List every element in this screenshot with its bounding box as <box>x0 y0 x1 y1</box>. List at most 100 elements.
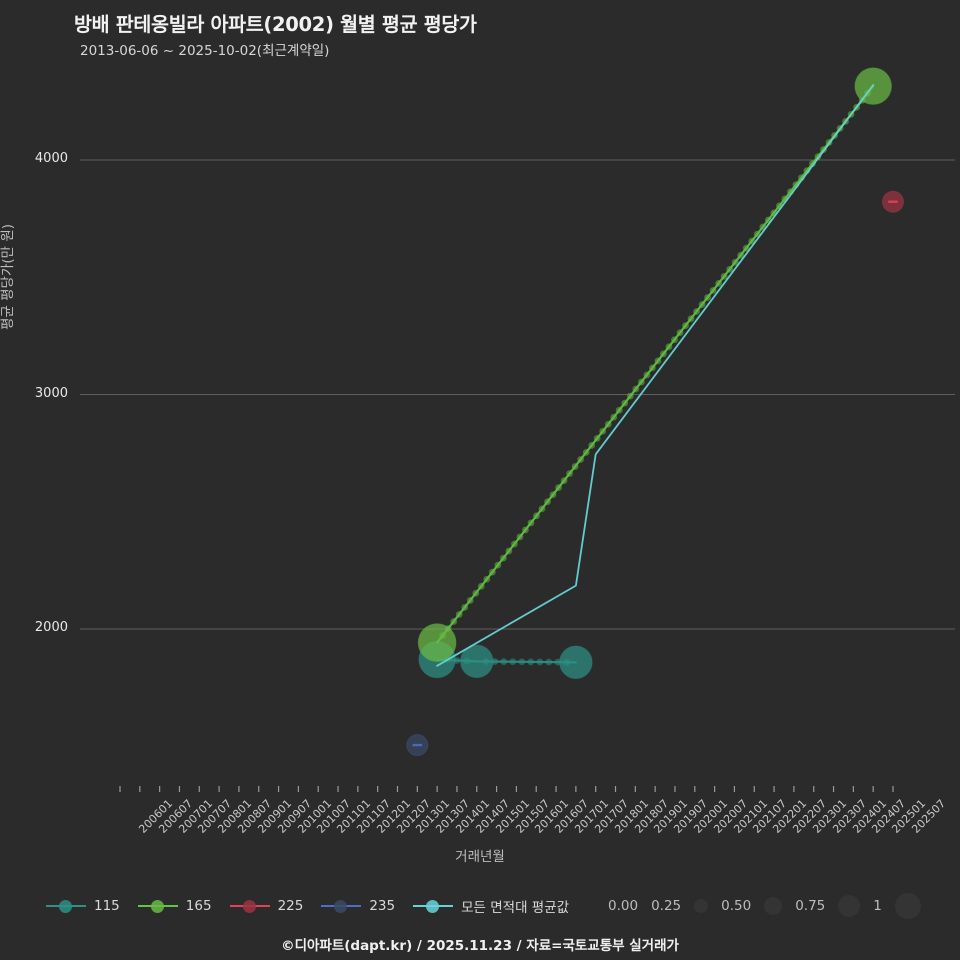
series-interpolated-point <box>505 547 513 555</box>
legend-dot <box>150 900 164 913</box>
series-interpolated-point <box>488 568 496 576</box>
series-interpolated-point <box>698 300 706 308</box>
series-interpolated-point <box>549 491 557 499</box>
series-interpolated-point <box>527 519 535 527</box>
legend-item-165[interactable]: 165 <box>137 898 212 914</box>
series-interpolated-point <box>632 385 640 393</box>
series-interpolated-point <box>654 357 662 365</box>
legend-item-모든-면적대-평균값[interactable]: 모든 면적대 평균값 <box>413 896 569 916</box>
legend-label: 모든 면적대 평균값 <box>461 900 570 916</box>
series-interpolated-point <box>709 286 717 294</box>
series-interpolated-point <box>509 658 517 666</box>
series-interpolated-point <box>588 441 596 449</box>
legend-dot <box>426 900 440 913</box>
series-interpolated-point <box>582 448 590 456</box>
series-interpolated-point <box>521 526 529 534</box>
legend-item-115[interactable]: 115 <box>46 898 120 914</box>
size-legend-item: 0.50 <box>721 897 795 915</box>
size-legend-item: 0.00 <box>608 898 651 914</box>
legend-label: 165 <box>185 898 212 914</box>
series-interpolated-point <box>610 413 618 421</box>
size-legend-item: 1 <box>873 893 934 919</box>
legend-swatch-icon <box>413 899 454 913</box>
series-1 <box>417 67 892 663</box>
legend-item-235[interactable]: 235 <box>321 898 395 914</box>
series-interpolated-point <box>477 582 485 590</box>
y-axis-tick-label: 3000 <box>34 385 68 401</box>
series-4 <box>436 84 875 667</box>
series-interpolated-point <box>499 554 507 562</box>
y-axis-tick-label: 2000 <box>34 620 68 635</box>
series-interpolated-point <box>450 617 458 625</box>
size-legend-item: 0.25 <box>651 898 721 914</box>
series-interpolated-point <box>599 427 607 435</box>
x-axis-title: 거래년월 <box>455 849 505 865</box>
y-axis-title: 평균 평당가(만 원) <box>0 223 16 330</box>
legend-label: 235 <box>369 898 396 914</box>
series-interpolated-point <box>615 406 623 414</box>
legend-item-225[interactable]: 225 <box>229 898 304 914</box>
series-interpolated-point <box>527 658 535 666</box>
size-legend-dot <box>838 895 861 917</box>
series-interpolated-point <box>742 244 750 252</box>
size-legend-label: 0.00 <box>608 898 639 914</box>
series-interpolated-point <box>494 561 502 569</box>
series-legend[interactable]: 115 165 225 235 모든 면적대 평균값 <box>46 893 587 919</box>
series-interpolated-point <box>720 272 728 280</box>
series-interpolated-point <box>626 392 634 400</box>
data-point-marker[interactable] <box>459 644 494 679</box>
series-interpolated-point <box>455 610 463 618</box>
chart-subtitle: 2013-06-06 ~ 2025-10-02(최근계약일) <box>80 43 330 59</box>
series-interpolated-point <box>571 463 579 471</box>
series-interpolated-point <box>726 265 734 273</box>
series-interpolated-point <box>560 477 568 485</box>
series-interpolated-point <box>643 371 651 379</box>
data-point-marker[interactable] <box>417 623 457 663</box>
series-interpolated-point <box>676 329 684 337</box>
size-legend-label: 0.25 <box>651 898 682 914</box>
series-interpolated-point <box>544 498 552 506</box>
legend-label: 115 <box>94 898 120 914</box>
series-interpolated-point <box>466 596 474 604</box>
legend-label: 225 <box>277 898 304 914</box>
legend-dot <box>334 900 348 913</box>
series-interpolated-point <box>577 455 585 463</box>
series-interpolated-point <box>472 589 480 597</box>
series-interpolated-point <box>637 378 645 386</box>
series-line <box>436 84 875 667</box>
size-legend-dot <box>764 897 783 915</box>
legend-swatch-icon <box>137 899 178 913</box>
size-legend: 0.00 0.25 0.50 0.75 1 <box>608 893 934 919</box>
legend-dot <box>59 900 72 913</box>
series-interpolated-point <box>737 251 745 259</box>
series-interpolated-point <box>682 322 690 330</box>
series-interpolated-point <box>538 505 546 513</box>
series-interpolated-point <box>731 258 739 266</box>
series-interpolated-point <box>665 343 673 351</box>
series-interpolated-point <box>516 533 524 541</box>
data-point-marker[interactable] <box>559 645 593 680</box>
page-title: 방배 판테옹빌라 아파트(2002) 월별 평균 평당가 <box>74 13 477 36</box>
legend-dot <box>242 900 256 913</box>
size-legend-dot <box>694 899 709 913</box>
series-3 <box>406 734 429 757</box>
series-interpolated-point <box>532 512 540 520</box>
size-legend-label: 0.75 <box>795 898 826 914</box>
series-interpolated-point <box>604 420 612 428</box>
series-interpolated-point <box>510 540 518 548</box>
series-interpolated-point <box>715 279 723 287</box>
size-legend-label: 0.50 <box>721 898 752 914</box>
series-interpolated-point <box>621 399 629 407</box>
series-interpolated-point <box>500 658 508 666</box>
size-legend-label: 1 <box>873 898 882 914</box>
series-interpolated-point <box>593 434 601 442</box>
series-2 <box>882 190 904 213</box>
size-legend-item: 0.75 <box>795 895 873 917</box>
series-interpolated-point <box>545 658 553 666</box>
series-interpolated-point <box>536 658 544 666</box>
series-interpolated-point <box>687 315 695 323</box>
series-interpolated-point <box>704 293 712 301</box>
legend-swatch-icon <box>321 899 362 913</box>
